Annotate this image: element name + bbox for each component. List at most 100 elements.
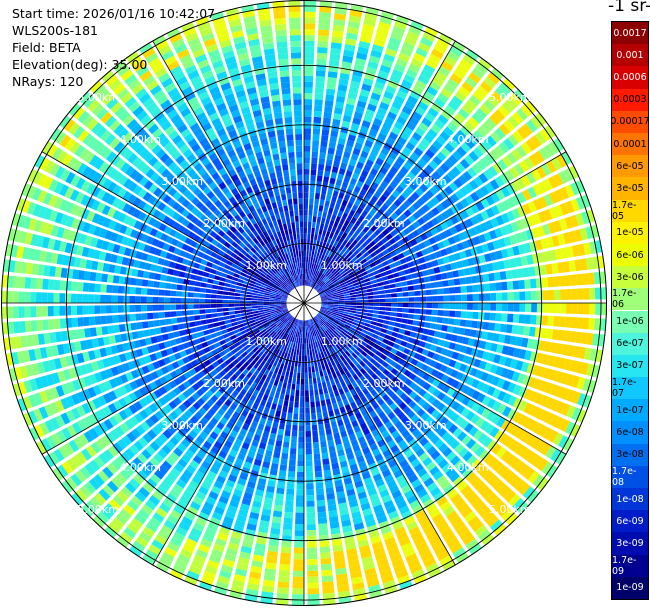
range-gate-cell (327, 439, 335, 447)
range-gate-cell (532, 198, 543, 211)
range-gate-cell (354, 449, 363, 458)
range-gate-cell (402, 146, 412, 156)
range-gate-cell (336, 143, 345, 151)
range-gate-cell (542, 290, 549, 301)
range-gate-cell (485, 207, 495, 218)
range-gate-cell (370, 321, 378, 326)
range-gate-cell (352, 282, 360, 287)
range-gate-cell (510, 92, 523, 106)
range-gate-cell (525, 303, 532, 313)
range-gate-cell (511, 148, 523, 161)
range-gate-cell (578, 346, 587, 360)
range-gate-cell (309, 349, 313, 356)
range-gate-cell (345, 103, 355, 112)
range-gate-cell (518, 279, 525, 290)
range-gate-cell (313, 283, 318, 289)
range-gate-cell (386, 185, 395, 194)
range-gate-cell (541, 315, 549, 326)
range-gate-cell (547, 429, 559, 443)
range-gate-cell (389, 250, 397, 257)
range-gate-cell (214, 326, 221, 332)
range-gate-cell (324, 270, 330, 276)
range-gate-cell (434, 362, 443, 371)
range-gate-cell (261, 508, 272, 516)
range-gate-cell (549, 414, 560, 427)
range-gate-cell (328, 283, 335, 289)
range-gate-cell (542, 427, 554, 440)
range-gate-cell (332, 270, 339, 276)
range-gate-cell (443, 295, 450, 302)
range-gate-cell (419, 493, 431, 504)
range-gate-cell (300, 372, 304, 379)
range-gate-cell (166, 325, 173, 333)
range-gate-cell (408, 303, 415, 308)
range-gate-cell (332, 254, 338, 261)
range-gate-cell (315, 341, 319, 348)
range-gate-cell (358, 403, 366, 412)
range-gate-cell (451, 351, 460, 360)
range-gate-cell (314, 192, 321, 200)
range-gate-cell (347, 383, 354, 391)
range-gate-cell (514, 460, 526, 473)
range-gate-cell (304, 0, 317, 7)
range-gate-cell (402, 406, 412, 415)
range-gate-cell (442, 256, 450, 264)
range-gate-cell (329, 326, 335, 332)
range-gate-cell (400, 374, 408, 383)
range-gate-cell (452, 270, 460, 278)
range-gate-cell (497, 504, 511, 518)
range-gate-cell (288, 465, 296, 472)
range-gate-cell (334, 107, 343, 115)
range-gate-cell (368, 328, 375, 333)
range-gate-cell (205, 293, 212, 299)
range-gate-cell (293, 336, 297, 343)
range-gate-cell (541, 461, 554, 475)
range-gate-cell (420, 552, 434, 563)
range-gate-cell (283, 376, 289, 383)
range-gate-cell (230, 318, 237, 323)
range-gate-cell (407, 95, 419, 105)
range-gate-cell (423, 64, 436, 75)
range-gate-cell (255, 453, 264, 461)
range-gate-cell (338, 424, 346, 433)
range-gate-cell (293, 348, 297, 355)
range-gate-cell (493, 272, 501, 281)
range-gate-cell (259, 520, 270, 528)
range-gate-cell (500, 323, 507, 333)
range-gate-cell (348, 86, 359, 95)
range-gate-cell (309, 319, 313, 326)
range-gate-cell (327, 272, 333, 278)
range-gate-cell (420, 96, 432, 107)
range-gate-cell (384, 198, 393, 207)
range-gate-cell (384, 116, 395, 126)
range-gate-cell (478, 506, 492, 519)
range-gate-cell (427, 385, 436, 394)
range-gate-cell (453, 68, 466, 80)
range-gate-cell (337, 334, 343, 340)
range-gate-cell (358, 175, 366, 183)
range-gate-cell (444, 228, 453, 238)
range-gate-cell (464, 76, 478, 89)
range-gate-cell (318, 265, 323, 272)
range-gate-cell (335, 149, 343, 157)
range-gate-cell (327, 386, 333, 393)
range-gate-cell (347, 183, 355, 191)
range-gate-cell (140, 304, 147, 312)
range-gate-cell (246, 309, 253, 313)
range-gate-cell (313, 447, 320, 455)
range-gate-cell (485, 373, 495, 384)
range-gate-cell (457, 174, 468, 185)
range-gate-cell (568, 230, 577, 243)
range-gate-cell (389, 360, 397, 367)
range-gate-cell (487, 72, 501, 85)
range-gate-cell (342, 114, 352, 123)
range-gate-cell (371, 317, 379, 322)
range-gate-cell (339, 321, 346, 326)
range-gate-cell (310, 174, 316, 182)
range-gate-cell (366, 578, 380, 588)
range-gate-cell (506, 247, 515, 257)
range-gate-cell (299, 320, 302, 327)
range-gate-cell (351, 204, 359, 212)
range-gate-cell (101, 326, 109, 335)
range-gate-cell (330, 288, 337, 293)
